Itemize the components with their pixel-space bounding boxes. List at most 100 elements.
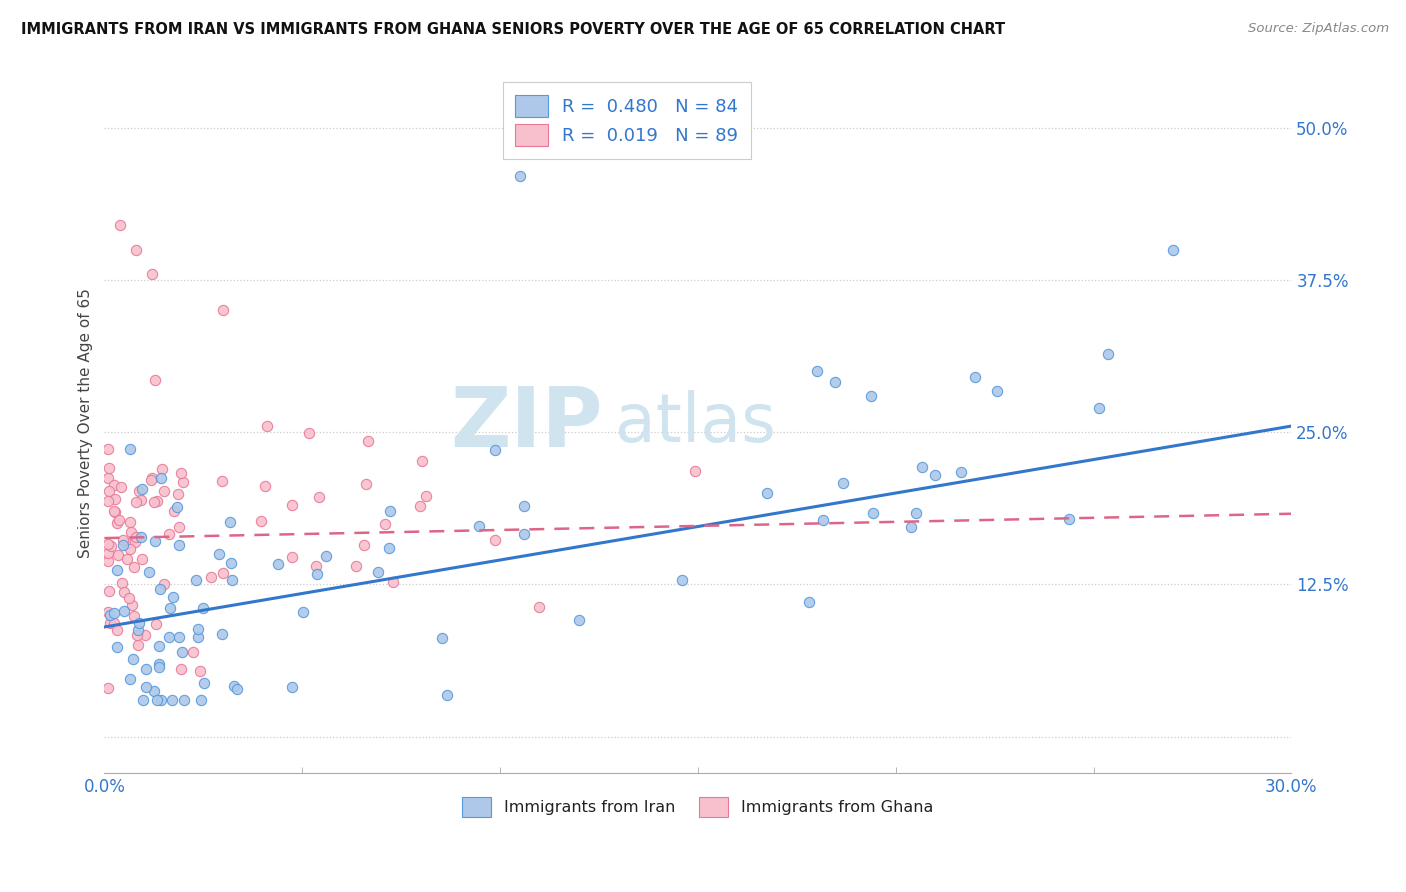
Point [824,376,846,390]
Point [986,384,1008,398]
Point [211,627,233,641]
Point [112,584,135,599]
Point [108,513,131,527]
Point [169,467,191,481]
Point [125,243,148,257]
Point [153,577,176,591]
Point [132,693,155,707]
Point [98,584,121,599]
Point [374,516,396,531]
Point [103,504,125,518]
Point [354,477,377,491]
Point [97,494,120,508]
Point [181,645,204,659]
Point [266,558,288,572]
Point [141,471,163,485]
Point [148,660,170,674]
Text: atlas: atlas [614,390,776,456]
Point [484,442,506,457]
Point [755,486,778,500]
Point [167,487,190,501]
Point [143,534,166,549]
Point [382,574,405,589]
Point [281,498,304,512]
Point [169,538,191,552]
Point [141,267,163,281]
Point [862,506,884,520]
Point [163,504,186,518]
Point [98,484,121,499]
Point [305,559,328,574]
Point [436,688,458,702]
Point [256,419,278,434]
Point [806,364,828,378]
Point [97,554,120,568]
Point [308,490,330,504]
Point [122,560,145,574]
Point [145,616,167,631]
Point [146,693,169,707]
Point [167,520,190,534]
Point [111,533,134,547]
Point [142,684,165,698]
Point [127,638,149,652]
Point [219,556,242,570]
Point [250,514,273,528]
Point [97,461,120,475]
Point [344,559,367,574]
Point [187,630,209,644]
Point [225,682,247,697]
Point [150,462,173,476]
Point [124,535,146,549]
Point [160,693,183,707]
Point [207,547,229,561]
Point [484,533,506,547]
Point [118,591,141,605]
Point [112,605,135,619]
Point [143,373,166,387]
Point [157,630,180,644]
Point [212,566,235,580]
Point [100,539,122,553]
Point [131,531,153,545]
Point [1057,512,1080,526]
Point [315,549,337,563]
Point [104,491,127,506]
Text: IMMIGRANTS FROM IRAN VS IMMIGRANTS FROM GHANA SENIORS POVERTY OVER THE AGE OF 65: IMMIGRANTS FROM IRAN VS IMMIGRANTS FROM … [21,22,1005,37]
Point [105,516,128,531]
Point [98,616,121,631]
Point [430,631,453,645]
Point [97,681,120,695]
Point [911,460,934,475]
Point [188,664,211,678]
Point [103,478,125,492]
Point [148,640,170,654]
Y-axis label: Seniors Poverty Over the Age of 65: Seniors Poverty Over the Age of 65 [79,288,93,558]
Point [138,565,160,579]
Point [149,693,172,707]
Point [221,573,243,587]
Point [378,541,401,556]
Point [103,615,125,630]
Point [122,652,145,666]
Point [509,169,531,184]
Point [378,504,401,518]
Point [118,541,141,556]
Point [949,466,972,480]
Point [527,599,550,614]
Point [97,546,120,560]
Point [169,630,191,644]
Point [468,519,491,533]
Text: Source: ZipAtlas.com: Source: ZipAtlas.com [1249,22,1389,36]
Point [280,550,302,565]
Point [254,479,277,493]
Point [120,525,142,540]
Point [139,473,162,487]
Point [131,552,153,566]
Point [187,622,209,636]
Point [103,607,125,621]
Point [157,526,180,541]
Point [169,662,191,676]
Point [97,471,120,485]
Point [900,520,922,534]
